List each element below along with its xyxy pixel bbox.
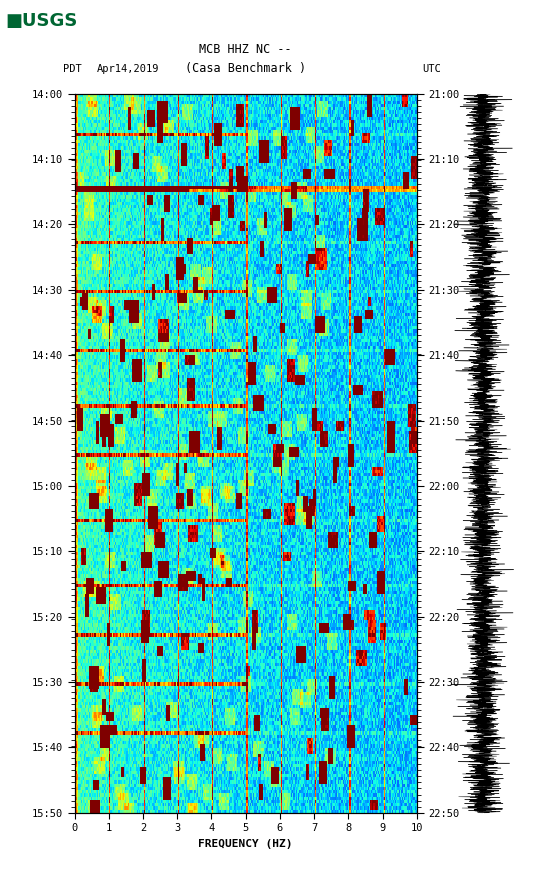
X-axis label: FREQUENCY (HZ): FREQUENCY (HZ) (198, 839, 293, 848)
Text: (Casa Benchmark ): (Casa Benchmark ) (185, 63, 306, 75)
Text: UTC: UTC (422, 63, 441, 74)
Text: Apr14,2019: Apr14,2019 (97, 63, 159, 74)
Text: MCB HHZ NC --: MCB HHZ NC -- (199, 43, 292, 55)
Text: PDT: PDT (63, 63, 82, 74)
Text: ■USGS: ■USGS (6, 12, 78, 29)
